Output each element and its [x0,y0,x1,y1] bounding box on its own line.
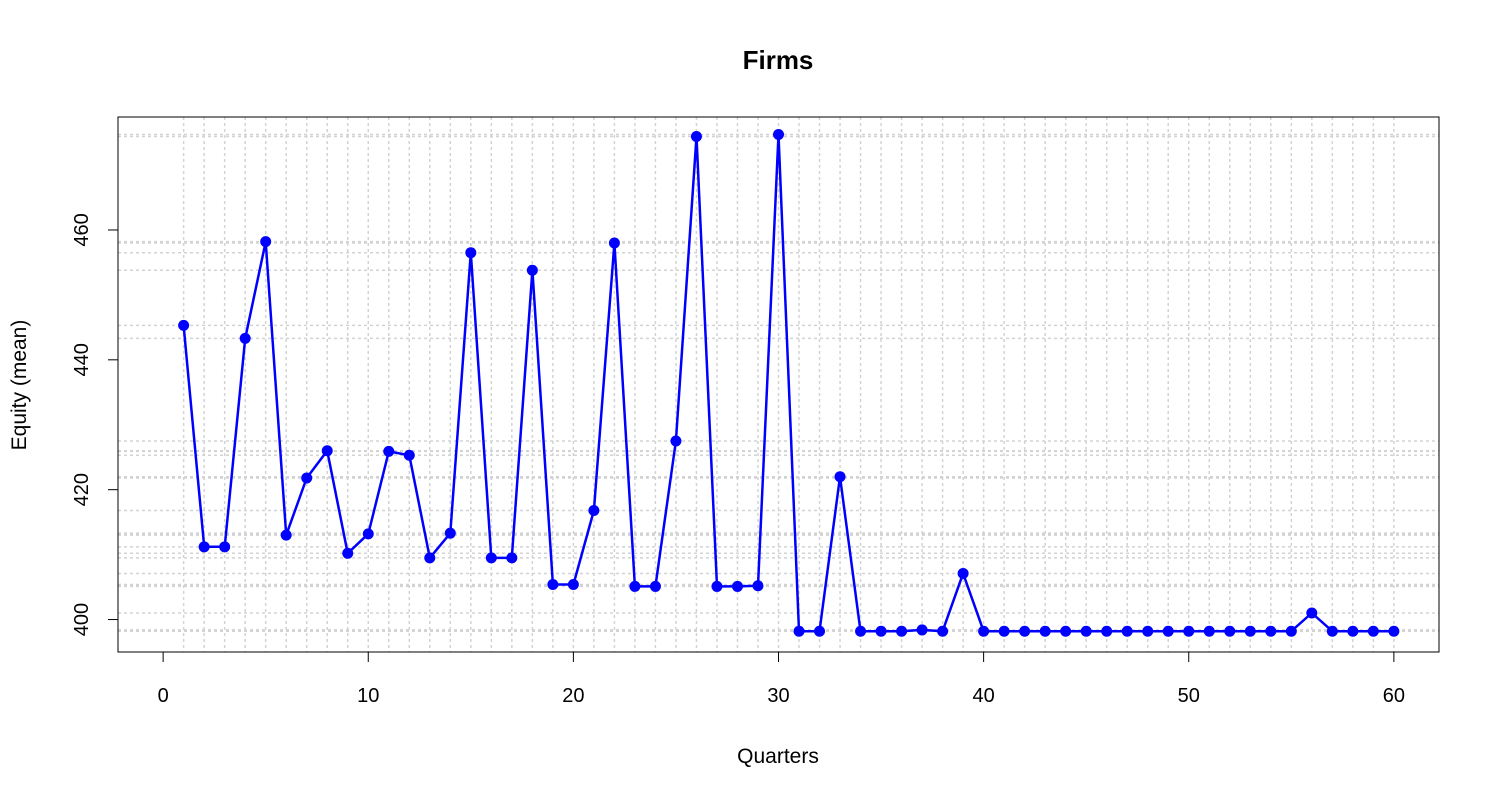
data-point [916,624,928,636]
data-point [219,541,231,553]
series-layer [178,129,1400,637]
data-point [506,552,518,564]
data-point [814,625,826,637]
data-point [301,472,313,484]
x-tick-label: 20 [562,685,584,707]
data-point [998,625,1010,637]
data-point [1203,625,1215,637]
data-point [465,247,477,259]
data-point [1060,625,1072,637]
data-point [424,552,436,564]
data-point [383,445,395,457]
data-point [239,332,251,344]
data-point [1101,625,1113,637]
data-point [280,529,292,541]
x-tick-label: 10 [357,685,379,707]
data-point [649,580,661,592]
data-point [1183,625,1195,637]
data-point [1080,625,1092,637]
x-tick-label: 30 [767,685,789,707]
data-point [711,580,723,592]
data-point [875,625,887,637]
y-tick-label: 400 [71,603,93,636]
data-point [1162,625,1174,637]
x-tick-label: 50 [1178,685,1200,707]
data-point [834,471,846,483]
data-point [1142,625,1154,637]
series-line [182,133,1394,633]
data-point [588,504,600,516]
data-point [260,236,272,248]
data-point [1019,625,1031,637]
data-point [198,541,210,553]
data-point [1039,625,1051,637]
data-point [547,578,559,590]
data-point [690,130,702,142]
y-axis: 400 420 440 460 [71,213,119,636]
data-point [444,527,456,539]
data-point [773,129,784,141]
data-point [485,552,497,564]
data-point [1347,625,1359,637]
data-point [342,547,354,559]
data-point [731,580,743,592]
data-point [629,580,641,592]
data-point [1244,625,1256,637]
data-point [1224,625,1236,637]
data-point [1265,625,1277,637]
data-point [1388,625,1400,637]
data-point [670,435,682,447]
data-point [855,625,867,637]
data-point [362,528,374,540]
data-point [1367,625,1379,637]
x-tick-label: 60 [1383,685,1405,707]
data-point [1285,625,1297,637]
data-point [1306,607,1318,619]
chart-title: Firms [743,45,814,75]
data-point [793,625,805,637]
data-point [178,319,190,331]
data-point [321,445,333,457]
x-axis-label: Quarters [737,745,819,768]
data-point [608,237,620,249]
data-point [978,625,990,637]
data-point [1326,625,1338,637]
x-tick-label: 40 [972,685,994,707]
data-point [957,567,969,579]
data-point [896,625,908,637]
grid [118,117,1439,652]
data-point [1121,625,1133,637]
y-tick-label: 460 [71,213,93,246]
data-point [403,449,415,461]
data-point [526,264,538,276]
y-tick-label: 420 [71,473,93,506]
x-axis: 0 10 20 30 40 50 60 [158,651,1405,707]
y-axis-label: Equity (mean) [8,320,31,451]
data-point [937,625,949,637]
data-point [752,580,764,592]
y-tick-label: 440 [71,343,93,376]
x-tick-label: 0 [158,685,169,707]
data-point [567,578,579,590]
